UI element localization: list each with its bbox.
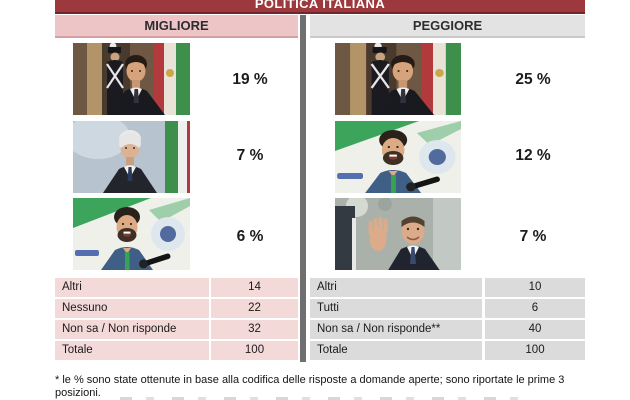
table-row: Altri 14 — [55, 278, 298, 297]
row-value: 10 — [485, 278, 585, 297]
renzi-photo — [73, 43, 190, 115]
table-row: Totale 100 — [310, 341, 585, 360]
header-peggiore: PEGGIORE — [310, 15, 585, 38]
row-label: Non sa / Non risponde** — [310, 320, 482, 339]
peggiore-summary-table: Altri 10 Tutti 6 Non sa / Non risponde**… — [310, 278, 585, 362]
row-value: 6 — [485, 299, 585, 318]
percent-peggiore-2: 12 % — [515, 147, 551, 164]
row-value: 32 — [211, 320, 298, 339]
header-migliore: MIGLIORE — [55, 15, 298, 38]
row-label: Totale — [310, 341, 482, 360]
row-label: Altri — [55, 278, 209, 297]
column-divider — [300, 15, 306, 362]
row-value: 100 — [211, 341, 298, 360]
salvini-photo — [335, 121, 461, 193]
percent-migliore-1: 19 % — [232, 71, 268, 88]
percent-peggiore-3: 7 % — [519, 228, 547, 245]
percent-migliore-3: 6 % — [236, 228, 264, 245]
migliore-summary-table: Altri 14 Nessuno 22 Non sa / Non rispond… — [55, 278, 298, 362]
table-row: Totale 100 — [55, 341, 298, 360]
row-label: Totale — [55, 341, 209, 360]
row-label: Altri — [310, 278, 482, 297]
footnote: * le % sono state ottenute in base alla … — [55, 374, 565, 399]
table-row: Nessuno 22 — [55, 299, 298, 318]
page-title: POLITICA ITALIANA — [254, 0, 386, 11]
cutoff-text-line — [120, 397, 520, 400]
table-row: Non sa / Non risponde** 40 — [310, 320, 585, 339]
berlusconi-photo — [335, 198, 461, 270]
row-value: 14 — [211, 278, 298, 297]
table-row: Non sa / Non risponde 32 — [55, 320, 298, 339]
row-label: Tutti — [310, 299, 482, 318]
row-value: 100 — [485, 341, 585, 360]
mattarella-photo — [73, 121, 190, 193]
percent-peggiore-1: 25 % — [515, 71, 551, 88]
percent-migliore-2: 7 % — [236, 147, 264, 164]
renzi-photo — [335, 43, 461, 115]
row-value: 40 — [485, 320, 585, 339]
table-row: Altri 10 — [310, 278, 585, 297]
row-label: Non sa / Non risponde — [55, 320, 209, 339]
table-row: Tutti 6 — [310, 299, 585, 318]
title-banner: POLITICA ITALIANA — [55, 0, 585, 14]
row-label: Nessuno — [55, 299, 209, 318]
salvini-photo — [73, 198, 190, 270]
row-value: 22 — [211, 299, 298, 318]
